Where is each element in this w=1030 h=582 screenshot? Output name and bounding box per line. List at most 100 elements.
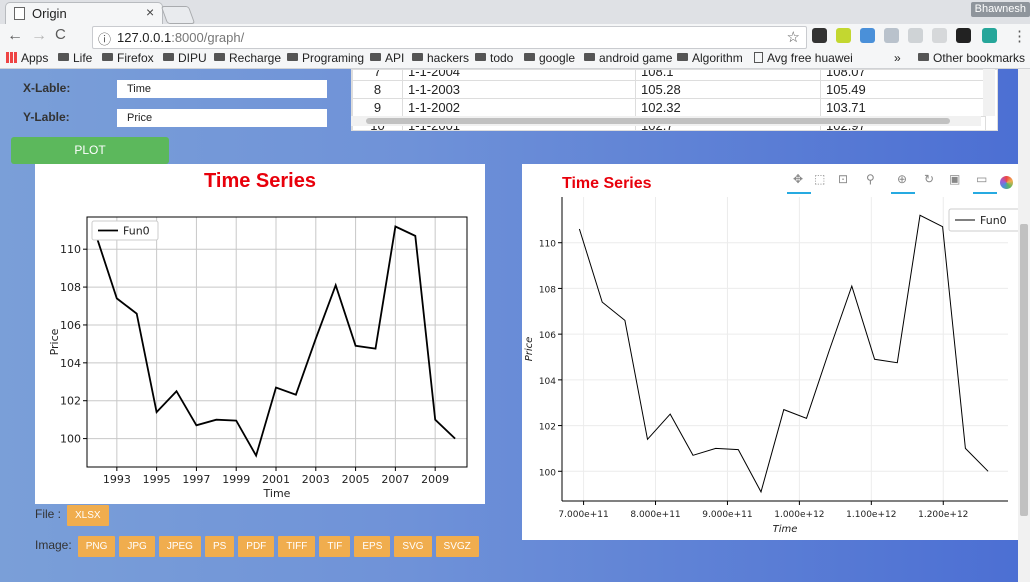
y-tick-label: 110 [60, 243, 81, 256]
x-label-input[interactable] [117, 80, 327, 98]
extension-icon[interactable] [908, 28, 923, 43]
x-tick-label: 2007 [381, 473, 409, 486]
url-text: 127.0.0.1:8000/graph/ [117, 30, 244, 45]
extension-icon[interactable] [932, 28, 947, 43]
x-tick-label: 9.000e+11 [702, 510, 752, 520]
y-label-input[interactable] [117, 109, 327, 127]
x-tick-label: 8.000e+11 [630, 510, 680, 520]
bookmark-folder[interactable]: Recharge [214, 51, 281, 65]
box-zoom-tool-icon[interactable]: ⊡ [838, 172, 849, 186]
table-scroll-thumb[interactable] [366, 118, 950, 124]
save-tool-icon[interactable]: ▣ [949, 172, 961, 186]
y-tick-label: 104 [60, 357, 81, 370]
bokeh-logo-icon[interactable] [1000, 176, 1013, 189]
reload-icon[interactable]: C [55, 26, 66, 43]
dropbox-extension-icon[interactable] [884, 28, 899, 43]
bookmark-folder[interactable]: API [370, 51, 404, 65]
eps-export-button[interactable]: EPS [354, 536, 391, 557]
bookmarks-bar: Apps Life Firefox DIPU Recharge Programi… [0, 50, 1030, 69]
forward-icon[interactable]: → [31, 27, 47, 44]
page-icon [754, 52, 763, 63]
x-tick-label: 2001 [262, 473, 290, 486]
table-row: 7 1-1-2004 108.1 108.07 [352, 70, 986, 81]
folder-icon [214, 53, 225, 61]
close-tab-icon[interactable]: × [146, 4, 155, 20]
bookmark-folder[interactable]: Algorithm [677, 51, 743, 65]
eyedropper-extension-icon[interactable] [812, 28, 827, 43]
y-tick-label: 106 [539, 331, 556, 341]
page-scroll-thumb[interactable] [1020, 224, 1028, 516]
other-bookmarks[interactable]: Other bookmarks [918, 51, 1025, 65]
bookmark-folder[interactable]: Programing [287, 51, 364, 65]
zoom-tool-icon[interactable]: ⊕ [897, 172, 908, 186]
bookmark-page[interactable]: Avg free huawei [754, 51, 853, 65]
tif-export-button[interactable]: TIF [319, 536, 351, 557]
bookmark-folder[interactable]: android game [584, 51, 672, 65]
wheel-zoom-tool-icon[interactable]: ⚲ [866, 172, 875, 186]
extension-icon[interactable] [836, 28, 851, 43]
bookmark-folder[interactable]: hackers [412, 51, 469, 65]
image-label: Image: [35, 538, 72, 552]
extension-icon[interactable] [982, 28, 997, 43]
folder-icon [584, 53, 595, 61]
series-line-fun0 [578, 214, 989, 494]
xlsx-export-button[interactable]: XLSX [67, 505, 109, 526]
more-bookmarks-button[interactable]: » [894, 51, 901, 65]
folder-icon [918, 53, 929, 61]
svg-export-button[interactable]: SVG [394, 536, 432, 557]
y-axis-label: Price [48, 328, 61, 355]
apps-bookmark[interactable]: Apps [6, 51, 48, 65]
table-vertical-scrollbar[interactable] [983, 69, 995, 116]
drive-extension-icon[interactable] [860, 28, 875, 43]
plot-frame [86, 216, 468, 468]
png-export-button[interactable]: PNG [77, 536, 116, 557]
bookmark-folder[interactable]: todo [475, 51, 513, 65]
menu-icon[interactable]: ⋮ [1012, 28, 1027, 45]
info-icon[interactable]: ⓘ [98, 32, 112, 47]
jpeg-export-button[interactable]: JPEG [158, 536, 201, 557]
active-tool-indicator [973, 192, 997, 194]
hover-tool-icon[interactable]: ▭ [976, 172, 988, 186]
folder-icon [524, 53, 535, 61]
y-tick-label: 106 [60, 319, 81, 332]
folder-icon [475, 53, 486, 61]
legend-box [948, 208, 1018, 232]
y-tick-label: 108 [539, 285, 556, 295]
browser-toolbar: ← → C ⓘ 127.0.0.1:8000/graph/ ☆ ⋮ [0, 24, 1030, 50]
pan-tool-icon[interactable]: ✥ [793, 172, 804, 186]
tab-strip: Origin × Bhawnesh [0, 0, 1030, 25]
y-tick-label: 104 [539, 377, 556, 387]
table-cell: 1-1-2002 [402, 98, 636, 117]
table-cell: 8 [352, 80, 403, 99]
new-tab-button[interactable] [160, 6, 196, 24]
ps-export-button[interactable]: PS [204, 536, 235, 557]
tiff-export-button[interactable]: TIFF [278, 536, 316, 557]
x-tick-label: 1.000e+12 [774, 510, 824, 520]
reset-tool-icon[interactable]: ↻ [924, 172, 935, 186]
bookmark-folder[interactable]: Firefox [102, 51, 154, 65]
bookmark-folder[interactable]: google [524, 51, 575, 65]
box-select-tool-icon[interactable]: ⬚ [814, 172, 826, 186]
profile-badge[interactable]: Bhawnesh [970, 2, 1030, 17]
x-tick-label: 1999 [222, 473, 250, 486]
browser-tab[interactable]: Origin × [5, 2, 163, 25]
y-tick-label: 108 [60, 281, 81, 294]
pdf-export-button[interactable]: PDF [238, 536, 275, 557]
plot-button[interactable]: PLOT [11, 137, 169, 164]
x-tick-label: 2003 [302, 473, 330, 486]
back-icon[interactable]: ← [7, 27, 23, 44]
legend-label: Fun0 [980, 214, 1007, 227]
jpg-export-button[interactable]: JPG [119, 536, 155, 557]
bookmark-star-icon[interactable]: ☆ [786, 29, 800, 46]
bookmark-folder[interactable]: DIPU [163, 51, 207, 65]
folder-icon [58, 53, 69, 61]
chart-title: Time Series [562, 175, 652, 192]
bookmark-folder[interactable]: Life [58, 51, 92, 65]
interactive-line-chart[interactable]: Time Series 100 102 104 106 108 110 7.000e+11 8.… [522, 164, 1018, 540]
legend-label: Fun0 [123, 225, 150, 238]
extension-icon[interactable] [956, 28, 971, 43]
svgz-export-button[interactable]: SVGZ [435, 536, 479, 557]
address-bar[interactable]: ⓘ 127.0.0.1:8000/graph/ ☆ [92, 26, 807, 49]
x-label-caption: X-Lable: [23, 81, 71, 95]
legend-box [91, 220, 159, 241]
